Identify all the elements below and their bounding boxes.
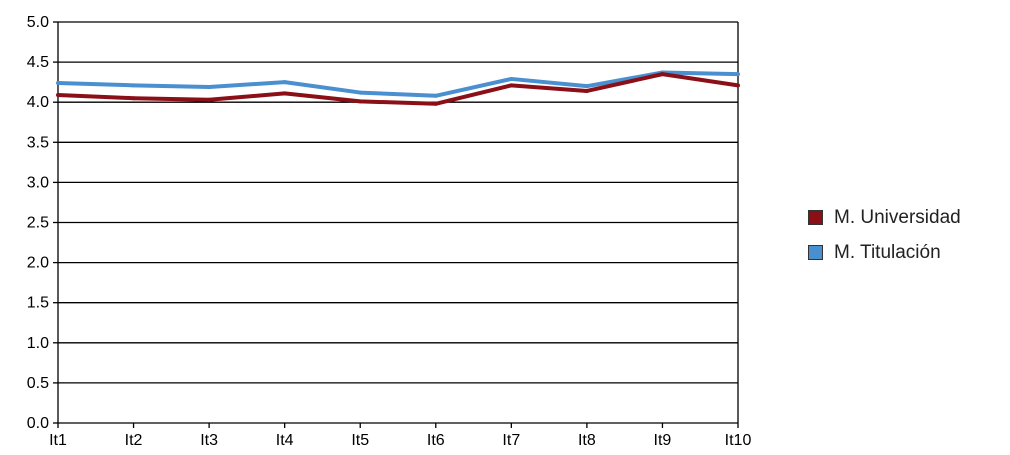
y-tick-label-5: 2.5	[27, 215, 49, 232]
y-tick-label-0: 0.0	[27, 415, 49, 432]
x-tick-label-8: It9	[654, 432, 672, 449]
y-tick-label-1: 0.5	[27, 375, 49, 392]
legend-item-universidad: M. Universidad	[808, 200, 961, 235]
x-tick-label-2: It3	[200, 432, 218, 449]
series-0-point-9	[736, 83, 740, 88]
series-0-point-4	[358, 99, 363, 104]
x-tick-label-4: It5	[351, 432, 369, 449]
y-tick-label-7: 3.5	[27, 134, 49, 151]
series-1-point-7	[584, 84, 589, 89]
x-tick-label-6: It7	[502, 432, 520, 449]
series-1-point-0	[56, 80, 60, 85]
y-tick-label-2: 1.0	[27, 335, 49, 352]
legend-label-titulacion: M. Titulación	[834, 241, 941, 263]
legend-label-universidad: M. Universidad	[834, 206, 961, 228]
legend-swatch-titulacion	[808, 245, 823, 260]
series-1-point-5	[433, 93, 438, 98]
series-0-point-6	[509, 83, 514, 88]
x-tick-label-0: It1	[49, 432, 67, 449]
legend-swatch-universidad	[808, 210, 823, 225]
series-1-point-2	[207, 84, 212, 89]
series-lines	[56, 70, 740, 106]
y-tick-label-9: 4.5	[27, 54, 49, 71]
legend: M. Universidad M. Titulación	[808, 200, 961, 270]
series-1-point-6	[509, 76, 514, 81]
series-0-point-3	[282, 91, 287, 96]
series-1-point-3	[282, 80, 287, 85]
y-tick-label-6: 3.0	[27, 174, 49, 191]
series-0-point-5	[433, 101, 438, 106]
x-tick-label-9: It10	[725, 432, 752, 449]
y-tick-label-10: 5.0	[27, 14, 49, 31]
x-tick-labels: It1 It2 It3 It4 It5 It6 It7 It8 It9 It10	[49, 432, 751, 449]
axes	[53, 21, 739, 428]
series-0-point-0	[56, 92, 60, 97]
legend-item-titulacion: M. Titulación	[808, 235, 961, 270]
y-tick-label-4: 2.0	[27, 255, 49, 272]
line-chart: 0.0 0.5 1.0 1.5 2.0 2.5 3.0 3.5 4.0 4.5 5.0 It1 It2…	[27, 14, 752, 449]
y-tick-label-3: 1.5	[27, 295, 49, 312]
series-1-point-9	[736, 72, 740, 77]
series-0-point-8	[660, 72, 665, 77]
series-0-point-7	[584, 88, 589, 93]
series-0-point-2	[207, 97, 212, 102]
y-tick-label-8: 4.0	[27, 94, 49, 111]
y-tick-labels: 0.0 0.5 1.0 1.5 2.0 2.5 3.0 3.5 4.0 4.5 5.0	[27, 14, 49, 432]
series-line-0	[57, 72, 739, 106]
series-0-point-1	[131, 96, 136, 101]
x-tick-label-7: It8	[578, 432, 596, 449]
x-tick-label-1: It2	[125, 432, 143, 449]
x-tick-label-3: It4	[276, 432, 294, 449]
series-line-1	[57, 70, 739, 98]
x-tick-label-5: It6	[427, 432, 445, 449]
series-1-point-4	[358, 90, 363, 95]
grid-lines	[58, 21, 738, 424]
series-1-point-1	[131, 83, 136, 88]
